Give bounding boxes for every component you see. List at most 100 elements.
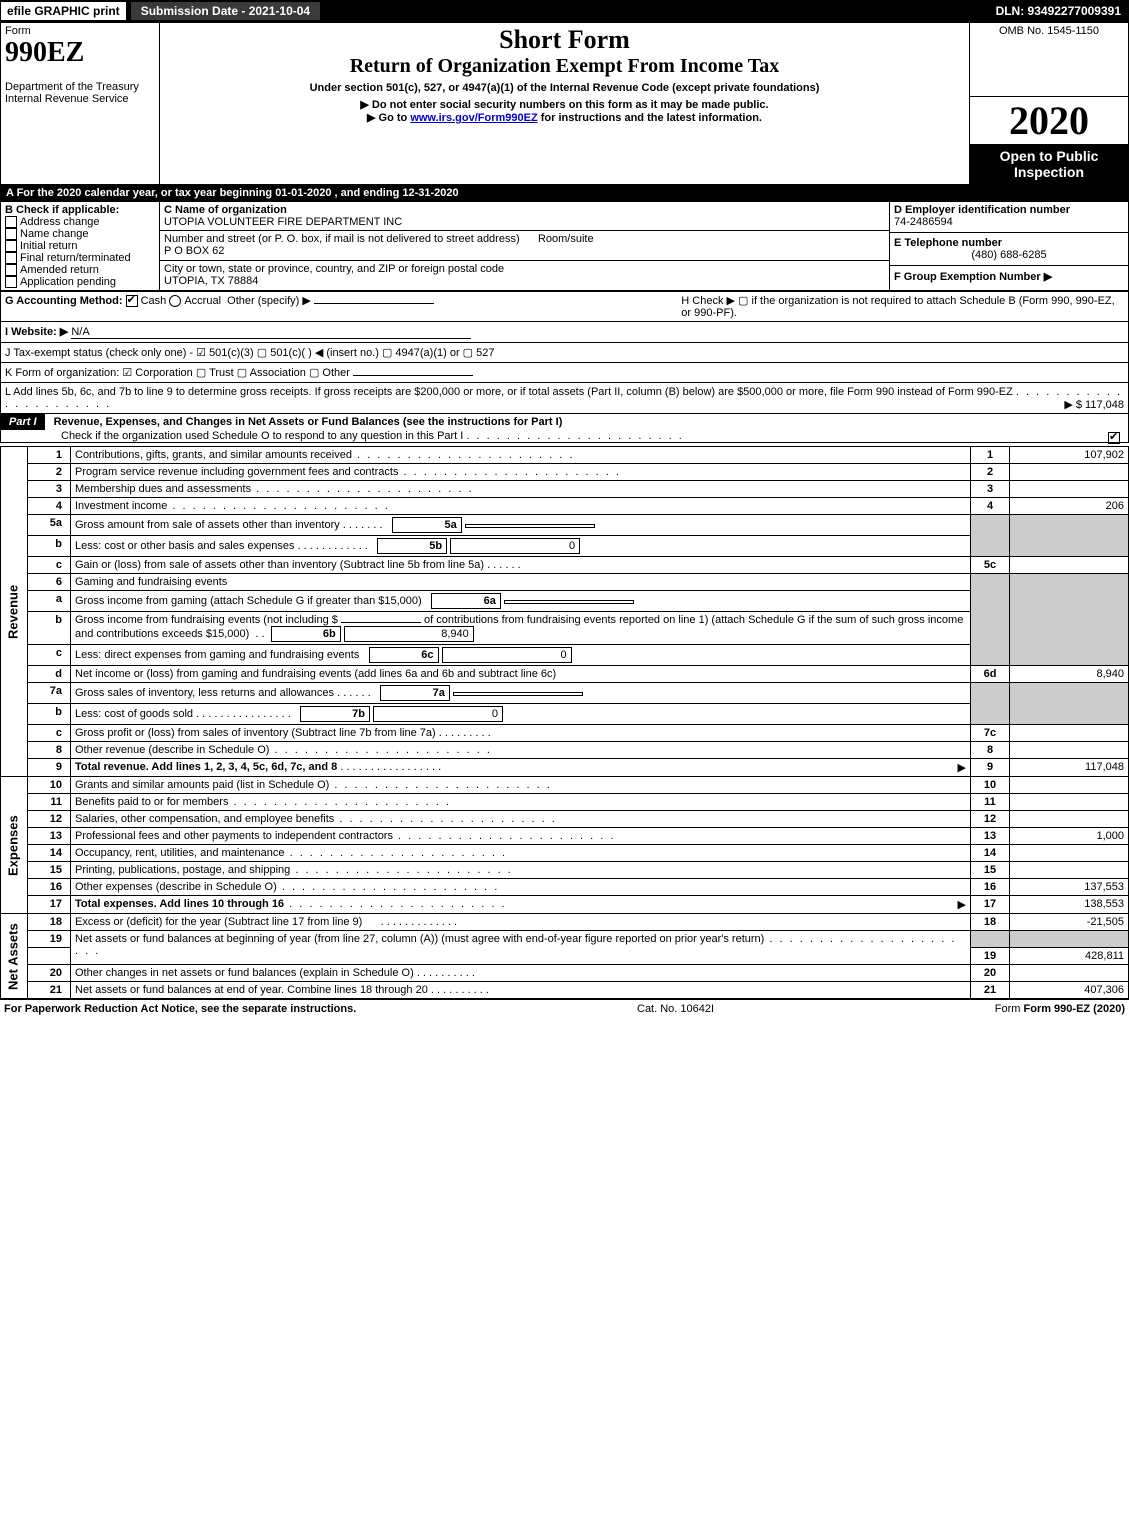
chk-schedule-o[interactable] xyxy=(1108,432,1120,444)
identity-table: B Check if applicable: Address change Na… xyxy=(0,201,1129,292)
row-6a: a Gross income from gaming (attach Sched… xyxy=(1,591,1129,612)
part-i-check-text: Check if the organization used Schedule … xyxy=(1,430,463,442)
telephone: (480) 688-6285 xyxy=(894,249,1124,261)
row-17: 17 Total expenses. Add lines 10 through … xyxy=(1,896,1129,914)
line-k-text: K Form of organization: ☑ Corporation ▢ … xyxy=(5,367,350,379)
warn-ssn: ▶ Do not enter social security numbers o… xyxy=(164,98,965,111)
ln2-text: Program service revenue including govern… xyxy=(71,464,971,481)
line-j: J Tax-exempt status (check only one) - ☑… xyxy=(0,343,1129,363)
box-d-label: D Employer identification number xyxy=(894,204,1070,216)
ln14-num: 14 xyxy=(28,845,71,862)
footer-left: For Paperwork Reduction Act Notice, see … xyxy=(4,1003,356,1015)
line-l-amount: ▶ $ 117,048 xyxy=(1064,398,1124,411)
chk-initial-return[interactable] xyxy=(5,240,17,252)
ln7a-sub-label: 7a xyxy=(380,685,450,701)
netassets-vert-label: Net Assets xyxy=(1,914,28,999)
ln6c-sub-val: 0 xyxy=(442,647,572,663)
row-5c: c Gain or (loss) from sale of assets oth… xyxy=(1,557,1129,574)
ln6b-blank[interactable] xyxy=(341,622,421,623)
box-c-city: City or town, state or province, country… xyxy=(160,261,890,291)
omb-cell: OMB No. 1545-1150 xyxy=(970,23,1129,97)
ln5a-sub-label: 5a xyxy=(392,517,462,533)
ln13-box: 13 xyxy=(971,828,1010,845)
ln11-val xyxy=(1010,794,1129,811)
chk-application-pending[interactable] xyxy=(5,276,17,288)
footer: For Paperwork Reduction Act Notice, see … xyxy=(0,999,1129,1018)
row-2: 2 Program service revenue including gove… xyxy=(1,464,1129,481)
line-l: L Add lines 5b, 6c, and 7b to line 9 to … xyxy=(0,383,1129,414)
box-c-street: Number and street (or P. O. box, if mail… xyxy=(160,231,890,261)
chk-address-change[interactable] xyxy=(5,216,17,228)
ln17-box: 17 xyxy=(971,896,1010,914)
box-f-label: F Group Exemption Number ▶ xyxy=(894,271,1052,283)
line-k-other-input[interactable] xyxy=(353,375,473,376)
street-label: Number and street (or P. O. box, if mail… xyxy=(164,233,520,245)
form-box: Form 990EZ Department of the Treasury In… xyxy=(1,23,160,185)
chk-amended-return[interactable] xyxy=(5,264,17,276)
row-5a: 5a Gross amount from sale of assets othe… xyxy=(1,515,1129,536)
ln18-num: 18 xyxy=(28,914,71,931)
ln5b-text: Less: cost or other basis and sales expe… xyxy=(71,536,971,557)
ln2-val xyxy=(1010,464,1129,481)
ln4-text: Investment income xyxy=(71,498,971,515)
box-c-name: C Name of organization UTOPIA VOLUNTEER … xyxy=(160,201,890,231)
irs-link[interactable]: www.irs.gov/Form990EZ xyxy=(410,112,537,124)
row-9: 9 Total revenue. Add lines 1, 2, 3, 4, 5… xyxy=(1,759,1129,777)
ln6c-sub-label: 6c xyxy=(369,647,439,663)
ein: 74-2486594 xyxy=(894,216,953,228)
ln9-num: 9 xyxy=(28,759,71,777)
chk-cash[interactable] xyxy=(126,295,138,307)
lbl-amended-return: Amended return xyxy=(20,264,99,276)
lines-table: Revenue 1 Contributions, gifts, grants, … xyxy=(0,446,1129,999)
ln3-text: Membership dues and assessments xyxy=(71,481,971,498)
ln20-num: 20 xyxy=(28,965,71,982)
ln14-text: Occupancy, rent, utilities, and maintena… xyxy=(71,845,971,862)
footer-right-text: Form 990-EZ (2020) xyxy=(1024,1003,1125,1015)
warnings-cell: ▶ Do not enter social security numbers o… xyxy=(160,96,970,184)
room-label: Room/suite xyxy=(538,233,594,245)
city: UTOPIA, TX 78884 xyxy=(164,275,258,287)
dept-treasury: Department of the Treasury xyxy=(5,81,139,93)
ln17-arrow: ▶ xyxy=(958,898,966,911)
footer-mid: Cat. No. 10642I xyxy=(637,1003,714,1015)
warn-goto: ▶ Go to www.irs.gov/Form990EZ for instru… xyxy=(164,111,965,124)
row-18: Net Assets 18 Excess or (deficit) for th… xyxy=(1,914,1129,931)
expenses-vert-label: Expenses xyxy=(1,777,28,914)
ln9-val: 117,048 xyxy=(1010,759,1129,777)
row-1: Revenue 1 Contributions, gifts, grants, … xyxy=(1,447,1129,464)
footer-right: Form Form 990-EZ (2020) xyxy=(995,1003,1125,1015)
irs-label: Internal Revenue Service xyxy=(5,93,129,105)
ln14-box: 14 xyxy=(971,845,1010,862)
warn-goto-post: for instructions and the latest informat… xyxy=(538,112,762,124)
ln15-box: 15 xyxy=(971,862,1010,879)
ln12-box: 12 xyxy=(971,811,1010,828)
ln10-num: 10 xyxy=(28,777,71,794)
title-cell: Short Form Return of Organization Exempt… xyxy=(160,23,970,97)
row-16: 16 Other expenses (describe in Schedule … xyxy=(1,879,1129,896)
ln6d-box: 6d xyxy=(971,666,1010,683)
ln5a-sub-val xyxy=(465,524,595,528)
part-i-header: Part I Revenue, Expenses, and Changes in… xyxy=(0,414,1129,443)
ln6b-text: Gross income from fundraising events (no… xyxy=(71,612,971,645)
ln9-arrow: ▶ xyxy=(958,761,966,774)
chk-accrual[interactable] xyxy=(169,295,181,307)
ln8-text: Other revenue (describe in Schedule O) xyxy=(71,742,971,759)
ln6b-sub-label: 6b xyxy=(271,626,341,642)
line-h: H Check ▶ ▢ if the organization is not r… xyxy=(677,292,1128,322)
row-11: 11 Benefits paid to or for members 11 xyxy=(1,794,1129,811)
ln13-text: Professional fees and other payments to … xyxy=(71,828,971,845)
ln16-num: 16 xyxy=(28,879,71,896)
lbl-name-change: Name change xyxy=(20,228,89,240)
ln6c-text: Less: direct expenses from gaming and fu… xyxy=(71,645,971,666)
website-value: N/A xyxy=(71,326,471,339)
header-table: Form 990EZ Department of the Treasury In… xyxy=(0,22,1129,185)
ln11-box: 11 xyxy=(971,794,1010,811)
ln5a-text: Gross amount from sale of assets other t… xyxy=(71,515,971,536)
other-method-input[interactable] xyxy=(314,303,434,304)
chk-name-change[interactable] xyxy=(5,228,17,240)
ln5b-num: b xyxy=(28,536,71,557)
chk-final-return[interactable] xyxy=(5,252,17,264)
efile-print-label[interactable]: efile GRAPHIC print xyxy=(0,1,127,21)
ln2-num: 2 xyxy=(28,464,71,481)
ln1-text: Contributions, gifts, grants, and simila… xyxy=(71,447,971,464)
